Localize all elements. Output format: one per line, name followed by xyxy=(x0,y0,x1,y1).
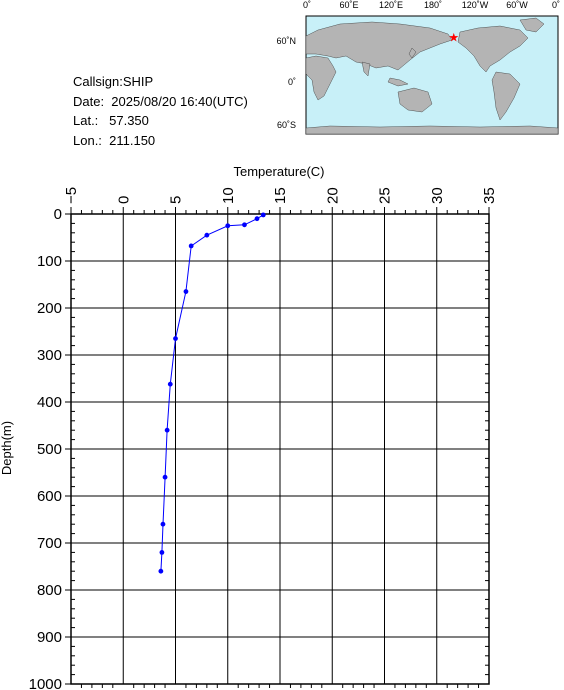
x-tick-label: −5 xyxy=(63,187,80,204)
y-tick-label: 400 xyxy=(37,394,62,411)
plot-frame xyxy=(70,213,490,685)
x-axis-label: Temperature(C) xyxy=(233,164,324,179)
map-lon-labels: 0˚ 60˚E 120˚E 180˚ 120˚W 60˚W 0˚ xyxy=(303,0,560,10)
data-point xyxy=(188,243,194,249)
map-lon-label: 180˚ xyxy=(424,0,442,10)
y-tick-label: 300 xyxy=(37,347,62,364)
x-tick-labels: −5 0 5 10 15 20 25 30 35 xyxy=(63,187,498,204)
data-point xyxy=(242,222,247,228)
map-lon-label: 0˚ xyxy=(552,0,560,10)
x-tick-label: 15 xyxy=(272,187,289,204)
data-point xyxy=(158,568,164,574)
x-tick-label: 5 xyxy=(168,196,185,204)
data-point xyxy=(160,521,166,527)
y-tick-label: 100 xyxy=(37,253,62,270)
x-tick-label: 30 xyxy=(429,187,446,204)
x-tick-label: 25 xyxy=(377,187,394,204)
chart-grid xyxy=(65,207,490,688)
map-lon-label: 120˚W xyxy=(462,0,489,10)
world-map: 0˚ 60˚E 120˚E 180˚ 120˚W 60˚W 0˚ 60˚N 0˚… xyxy=(276,0,560,135)
map-lon-label: 60˚W xyxy=(506,0,528,10)
data-point xyxy=(173,336,178,341)
data-point xyxy=(204,232,210,238)
data-point xyxy=(183,289,189,294)
map-lat-label: 0˚ xyxy=(288,77,296,87)
x-tick-label: 0 xyxy=(115,196,132,204)
temperature-profile-line xyxy=(160,214,264,572)
station-marker-icon: ★ xyxy=(448,30,459,44)
data-point xyxy=(162,474,168,480)
map-land xyxy=(305,17,559,135)
y-tick-label: 900 xyxy=(37,629,62,646)
station-info: Callsign:SHIP Date: 2025/08/20 16:40(UTC… xyxy=(73,72,248,150)
map-lon-label: 120˚E xyxy=(379,0,403,10)
date-label: Date: 2025/08/20 16:40(UTC) xyxy=(73,93,248,109)
data-point xyxy=(254,216,260,222)
y-tick-label: 500 xyxy=(37,441,62,458)
data-point xyxy=(260,212,266,218)
data-point xyxy=(159,550,165,555)
map-lat-label: 60˚S xyxy=(277,120,296,130)
y-tick-label: 600 xyxy=(37,488,62,505)
data-point xyxy=(225,223,231,229)
longitude-label: Lon.: 211.150 xyxy=(73,132,156,148)
y-tick-labels: 0 100 200 300 400 500 600 700 800 900 1000 xyxy=(29,206,62,690)
y-axis-label: Depth(m) xyxy=(0,421,14,475)
callsign-label: Callsign:SHIP xyxy=(73,74,154,89)
y-tick-label: 200 xyxy=(37,300,62,317)
data-point xyxy=(167,381,173,387)
data-point xyxy=(164,427,170,433)
x-tick-label: 20 xyxy=(324,187,341,204)
y-tick-label: 700 xyxy=(37,535,62,552)
data-points xyxy=(158,212,266,574)
y-tick-label: 0 xyxy=(54,206,62,223)
x-tick-label: 35 xyxy=(481,187,498,204)
map-lat-labels: 60˚N 0˚ 60˚S xyxy=(276,36,296,130)
map-lon-label: 0˚ xyxy=(303,0,311,10)
y-tick-label: 1000 xyxy=(29,676,62,690)
map-lat-label: 60˚N xyxy=(276,36,296,46)
x-tick-label: 10 xyxy=(220,187,237,204)
y-tick-label: 800 xyxy=(37,582,62,599)
latitude-label: Lat.: 57.350 xyxy=(73,113,149,128)
map-lon-label: 60˚E xyxy=(339,0,358,10)
